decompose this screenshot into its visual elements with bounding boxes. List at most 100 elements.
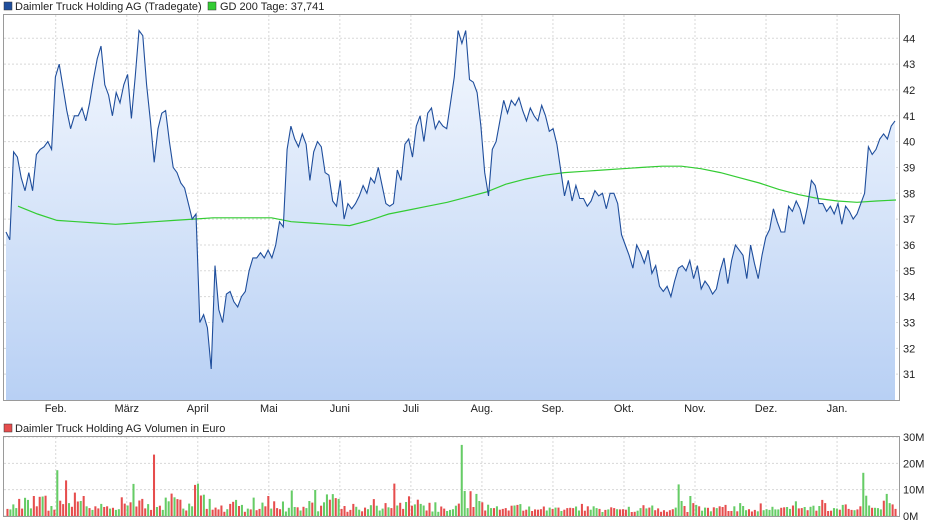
y-tick-label: 32 bbox=[903, 343, 915, 355]
legend-label-gd200: GD 200 Tage: 37,741 bbox=[220, 1, 324, 13]
volume-frame bbox=[3, 436, 900, 517]
volume-bar bbox=[460, 444, 463, 516]
volume-bar bbox=[246, 508, 249, 516]
volume-bar bbox=[850, 509, 853, 516]
volume-bar bbox=[97, 508, 100, 516]
volume-bar bbox=[381, 508, 384, 516]
volume-bar bbox=[756, 511, 759, 516]
volume-bar bbox=[771, 506, 774, 516]
volume-bar bbox=[378, 510, 381, 516]
volume-bar bbox=[853, 510, 856, 516]
volume-bar bbox=[422, 505, 425, 516]
volume-bar bbox=[689, 496, 692, 516]
volume-bar bbox=[539, 509, 542, 516]
volume-bar bbox=[349, 509, 352, 516]
volume-bar bbox=[516, 504, 519, 516]
volume-bar bbox=[252, 497, 255, 516]
volume-bar bbox=[12, 504, 15, 516]
volume-bar bbox=[580, 503, 583, 516]
volume-bar bbox=[123, 503, 126, 516]
volume-bar bbox=[284, 511, 287, 516]
y-tick-label: 37 bbox=[903, 214, 915, 226]
volume-bar bbox=[387, 507, 390, 516]
volume-bar bbox=[806, 510, 809, 516]
volume-bar bbox=[613, 508, 616, 516]
volume-bar bbox=[560, 511, 563, 516]
volume-bar bbox=[662, 510, 666, 516]
volume-bar bbox=[91, 509, 94, 516]
volume-bar bbox=[50, 506, 53, 516]
volume-bar bbox=[314, 489, 317, 516]
volume-bar bbox=[393, 483, 396, 516]
volume-bar bbox=[214, 507, 217, 516]
volume-bar bbox=[199, 495, 202, 516]
y-tick-label: 31 bbox=[903, 369, 915, 381]
volume-bar bbox=[868, 505, 871, 516]
x-tick-label: Sep. bbox=[542, 403, 565, 415]
volume-bar bbox=[158, 505, 161, 516]
volume-bar bbox=[179, 499, 182, 516]
volume-bar bbox=[405, 502, 408, 516]
volume-bar bbox=[155, 507, 158, 516]
volume-bar bbox=[290, 490, 293, 516]
volume-bar bbox=[865, 495, 868, 516]
volume-bar bbox=[358, 509, 361, 516]
volume-bar bbox=[18, 498, 21, 516]
volume-bar bbox=[425, 510, 428, 516]
volume-bar bbox=[507, 510, 510, 516]
volume-legend-label: Daimler Truck Holding AG Volumen in Euro bbox=[15, 423, 225, 435]
volume-bar bbox=[67, 503, 71, 516]
x-tick-label: Okt. bbox=[614, 403, 634, 415]
x-tick-label: April bbox=[187, 403, 209, 415]
volume-bar bbox=[739, 503, 742, 516]
volume-bar bbox=[519, 504, 522, 516]
volume-bar bbox=[674, 507, 677, 516]
volume-bar bbox=[818, 506, 821, 516]
volume-bar bbox=[841, 504, 844, 516]
volume-bar bbox=[621, 509, 624, 516]
y-tick-label: 39 bbox=[903, 162, 915, 174]
volume-bar bbox=[437, 511, 440, 516]
x-tick-label: Mai bbox=[260, 403, 278, 415]
volume-bar bbox=[281, 501, 284, 516]
volume-bar bbox=[686, 512, 689, 516]
x-tick-label: März bbox=[115, 403, 139, 415]
volume-bar bbox=[595, 508, 598, 516]
volume-bar bbox=[727, 511, 730, 516]
volume-bar bbox=[6, 508, 9, 516]
volume-bar bbox=[827, 511, 830, 516]
volume-legend-swatch bbox=[3, 423, 13, 433]
volume-bar bbox=[824, 503, 827, 516]
volume-bar bbox=[264, 506, 267, 516]
volume-bar bbox=[202, 494, 205, 516]
y-axis-ticks: 31 32 33 34 35 36 37 38 39 40 41 42 43 44 bbox=[903, 33, 915, 381]
y-tick-label: 34 bbox=[903, 292, 915, 304]
volume-bar bbox=[24, 497, 27, 516]
volume-bar bbox=[548, 507, 551, 516]
volume-bar bbox=[320, 505, 323, 516]
volume-bar bbox=[82, 496, 85, 516]
volume-bar bbox=[384, 503, 387, 516]
volume-bar bbox=[352, 503, 355, 516]
volume-bar bbox=[21, 508, 24, 516]
volume-bar bbox=[736, 511, 739, 516]
volume-bar bbox=[838, 509, 841, 516]
volume-bar bbox=[607, 509, 610, 516]
volume-bar bbox=[150, 509, 153, 516]
volume-bar bbox=[325, 494, 328, 516]
volume-bar bbox=[542, 506, 545, 516]
volume-bar bbox=[598, 508, 601, 516]
volume-bar bbox=[328, 499, 331, 516]
volume-bar bbox=[630, 512, 633, 516]
volume-bar bbox=[525, 509, 528, 516]
volume-bar bbox=[443, 508, 446, 516]
volume-bar bbox=[879, 509, 882, 516]
volume-bar bbox=[226, 509, 229, 516]
volume-axis-ticks: 30M 20M 10M 0M bbox=[903, 432, 924, 523]
volume-bar bbox=[501, 508, 504, 516]
volume-bar bbox=[135, 506, 138, 516]
volume-bar bbox=[577, 510, 581, 516]
volume-grid bbox=[4, 436, 899, 517]
volume-bar bbox=[554, 507, 557, 516]
